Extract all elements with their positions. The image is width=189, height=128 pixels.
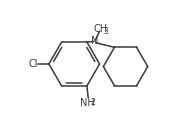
Text: 3: 3: [104, 27, 109, 36]
Text: CH: CH: [93, 24, 107, 34]
Text: NH: NH: [80, 98, 95, 108]
Text: 2: 2: [91, 98, 96, 107]
Text: Cl: Cl: [28, 59, 38, 69]
Text: N: N: [91, 36, 98, 46]
